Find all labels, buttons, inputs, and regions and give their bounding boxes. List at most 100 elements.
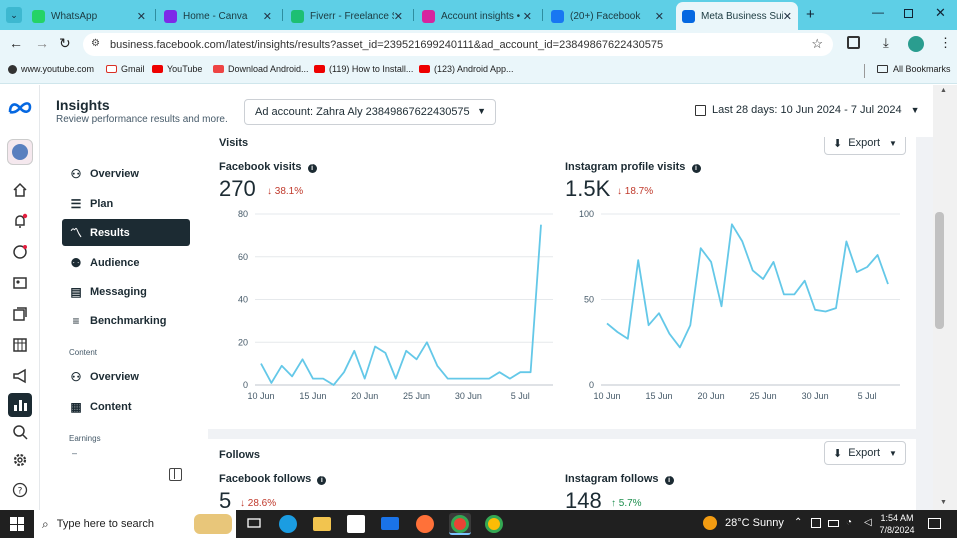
follows-export-button[interactable]: ⬇ Export ▼	[824, 441, 906, 465]
y-tick-label: 0	[243, 380, 248, 390]
tab-title: Fiverr - Freelance Se	[310, 10, 394, 22]
close-window-button[interactable]: ✕	[935, 5, 946, 20]
firefox-icon[interactable]	[416, 515, 434, 533]
sidebar-item-messaging[interactable]: ▤ Messaging	[62, 278, 190, 305]
settings-gear-icon[interactable]	[9, 449, 31, 471]
close-tab-icon[interactable]: ✕	[522, 10, 532, 23]
bookmark-label: YouTube	[167, 64, 203, 74]
new-tab-button[interactable]: +	[806, 6, 815, 23]
tray-chevron-icon[interactable]: ⌃	[794, 517, 803, 528]
search-icon[interactable]	[9, 421, 31, 443]
notifications-bell-icon[interactable]	[9, 210, 31, 232]
chrome-profile-icon[interactable]	[485, 515, 503, 533]
caret-down-icon: ▼	[889, 138, 897, 148]
taskbar-search-box[interactable]: ⌕ Type here to search	[34, 510, 236, 538]
info-icon[interactable]: i	[691, 164, 701, 173]
tray-volume-icon[interactable]: ◁	[864, 517, 872, 528]
chrome-icon[interactable]	[449, 513, 471, 535]
forward-button[interactable]: →	[35, 35, 49, 51]
x-tick-label: 15 Jun	[299, 391, 326, 401]
windows-start-icon[interactable]	[10, 517, 24, 531]
help-icon[interactable]: ?	[9, 479, 31, 501]
series-line[interactable]	[260, 224, 542, 386]
browser-tab[interactable]: WhatsApp ✕	[26, 4, 152, 28]
page-scrollbar[interactable]: ▲ ▼	[933, 85, 957, 510]
bookmark-item[interactable]: www.youtube.com	[8, 64, 94, 74]
ad-account-dropdown[interactable]: Ad account: Zahra Aly 23849867622430575 …	[244, 99, 496, 125]
tray-battery-icon[interactable]	[828, 520, 839, 527]
all-bookmarks-button[interactable]: All Bookmarks	[877, 64, 951, 74]
browser-tab[interactable]: Meta Business Suite✕	[676, 2, 798, 30]
info-icon[interactable]: i	[307, 164, 317, 173]
sidebar-item-results[interactable]: 〽 Results	[62, 219, 190, 246]
home-icon[interactable]	[9, 179, 31, 201]
close-tab-icon[interactable]: ✕	[654, 10, 664, 23]
close-tab-icon[interactable]: ✕	[262, 10, 272, 23]
microsoft-store-icon[interactable]	[347, 515, 365, 533]
profile-avatar[interactable]	[908, 36, 924, 52]
edge-browser-icon[interactable]	[279, 515, 297, 533]
insights-bar-chart-icon[interactable]	[8, 393, 32, 417]
mail-icon[interactable]	[381, 517, 399, 530]
contacts-icon[interactable]	[9, 272, 31, 294]
reload-icon[interactable]: ↻	[59, 35, 71, 51]
sidebar-item-audience[interactable]: ⚉ Audience	[62, 249, 190, 276]
y-tick-label: 40	[238, 295, 248, 305]
bookmark-item[interactable]: (123) Android App...	[419, 64, 514, 74]
content-pages-icon[interactable]	[9, 303, 31, 325]
address-toolbar: ← → ↻ ⚙ business.facebook.com/latest/ins…	[0, 30, 957, 59]
tab-separator	[542, 9, 543, 21]
ads-megaphone-icon[interactable]	[9, 365, 31, 387]
site-info-icon[interactable]: ⚙	[91, 38, 100, 49]
date-range-picker[interactable]: Last 28 days: 10 Jun 2024 - 7 Jul 2024 ▼	[695, 104, 920, 116]
tab-search-button[interactable]: ⌄	[6, 7, 22, 23]
restore-button[interactable]	[904, 9, 913, 18]
info-icon[interactable]: i	[664, 476, 674, 485]
sidebar-item-plan[interactable]: ☰ Plan	[62, 190, 190, 217]
series-line[interactable]	[606, 223, 889, 349]
bookmark-star-icon[interactable]: ☆	[811, 36, 823, 51]
tray-wifi-icon[interactable]: ◔	[846, 517, 853, 528]
browser-menu-icon[interactable]: ⋮	[939, 35, 952, 50]
planner-calendar-icon[interactable]	[9, 334, 31, 356]
download-icon[interactable]: ⤓	[883, 35, 889, 50]
extensions-icon[interactable]	[847, 36, 860, 49]
notification-center-icon[interactable]	[928, 518, 941, 529]
minimize-button[interactable]: —	[872, 5, 884, 19]
browser-tab[interactable]: (20+) Facebook ✕	[545, 4, 670, 28]
page-avatar[interactable]	[7, 139, 33, 165]
bookmark-item[interactable]: (119) How to Install...	[314, 64, 413, 74]
scrollbar-thumb[interactable]	[935, 212, 944, 329]
sidebar-item-overview[interactable]: ⚇ Overview	[62, 160, 190, 187]
weather-widget[interactable]: 28°C Sunny	[703, 516, 784, 530]
browser-tab[interactable]: Fiverr - Freelance Se✕	[285, 4, 409, 28]
clock[interactable]: 1:54 AM 7/8/2024	[876, 512, 918, 536]
sidebar-item-content[interactable]: ▦ Content	[62, 393, 190, 420]
task-view-icon[interactable]	[246, 515, 264, 533]
sidebar-item-overview[interactable]: ⚇ Overview	[62, 363, 190, 390]
tray-network-icon[interactable]	[811, 518, 821, 528]
visits-export-button[interactable]: ⬇ Export ▼	[824, 137, 906, 155]
sidebar-item-label: Results	[90, 226, 130, 239]
meta-logo-icon[interactable]	[8, 101, 32, 115]
browser-tab[interactable]: Home - Canva ✕	[158, 4, 278, 28]
bookmark-item[interactable]: YouTube	[152, 64, 202, 74]
close-tab-icon[interactable]: ✕	[393, 10, 403, 23]
back-button[interactable]: ←	[9, 35, 23, 51]
browser-tab[interactable]: Account insights • In ✕	[416, 4, 538, 28]
collapse-sidebar-icon[interactable]	[169, 468, 182, 481]
bookmark-item[interactable]: Gmail	[106, 64, 145, 74]
inbox-chat-icon[interactable]	[9, 241, 31, 263]
close-tab-icon[interactable]: ✕	[782, 10, 792, 23]
messaging-icon: ▤	[70, 284, 82, 299]
scroll-up-arrow-icon[interactable]: ▲	[940, 87, 947, 94]
sidebar-item-benchmarking[interactable]: ≡ Benchmarking	[62, 307, 190, 334]
info-icon[interactable]: i	[317, 476, 327, 485]
bookmark-item[interactable]: Download Android...	[213, 64, 309, 74]
url-bar[interactable]: ⚙ business.facebook.com/latest/insights/…	[83, 33, 833, 56]
caret-down-icon: ▼	[477, 106, 486, 116]
sidebar-item-label: Plan	[90, 197, 114, 210]
scroll-down-arrow-icon[interactable]: ▼	[940, 499, 947, 506]
file-explorer-icon[interactable]	[313, 517, 331, 531]
close-tab-icon[interactable]: ✕	[136, 10, 146, 23]
